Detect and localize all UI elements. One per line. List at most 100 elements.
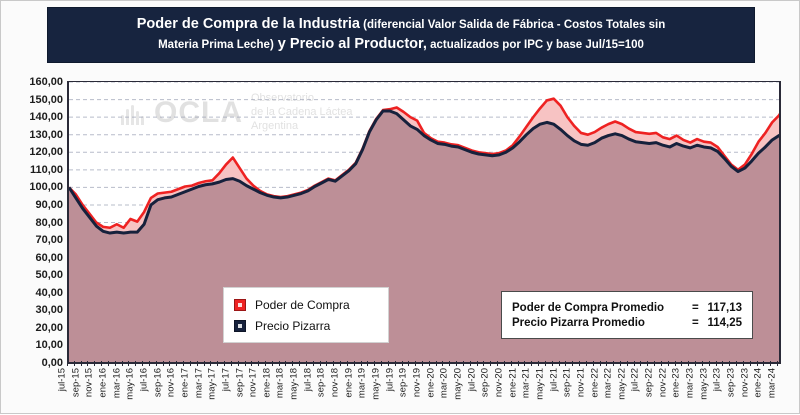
- x-axis-tick-mark: [756, 361, 758, 366]
- x-axis-tick-mark: [353, 361, 355, 366]
- x-axis-tick-mark: [770, 361, 772, 366]
- x-axis-tick-label: ene-24: [752, 368, 764, 398]
- x-axis-tick-mark: [674, 361, 676, 366]
- x-axis-tick-mark: [299, 361, 301, 366]
- x-axis-tick-mark: [729, 361, 731, 366]
- x-axis-tick-mark: [189, 361, 191, 366]
- x-axis-tick-mark: [640, 361, 642, 366]
- x-axis-tick-mark: [544, 361, 546, 366]
- x-axis-tick-label: mar-24: [766, 368, 778, 399]
- x-axis-tick-mark: [510, 361, 512, 366]
- x-axis-tick-label: ene-16: [97, 368, 109, 398]
- y-axis-tick-label: 20,00: [35, 321, 63, 334]
- page-title: Poder de Compra de la Industria (diferen…: [137, 15, 665, 54]
- x-axis-tick-label: mar-21: [520, 368, 532, 399]
- x-axis-tick-label: nov-18: [329, 368, 341, 398]
- x-axis-tick-label: may-20: [452, 368, 464, 400]
- average-label: Poder de Compra Promedio: [512, 301, 665, 314]
- x-axis-tick-label: sep-18: [315, 368, 327, 398]
- x-axis-tick-label: nov-16: [165, 368, 177, 398]
- x-axis-tick-mark: [708, 361, 710, 366]
- x-axis-tick-mark: [722, 361, 724, 366]
- x-axis-tick-mark: [742, 361, 744, 366]
- average-equals: =: [692, 316, 699, 329]
- x-axis-tick-mark: [183, 361, 185, 366]
- average-value: 114,25: [707, 316, 742, 329]
- x-axis-tick-mark: [456, 361, 458, 366]
- y-axis: 0,00 10,00 20,00 30,00 40,00 50,00 60,00 70,00 8…: [1, 76, 63, 369]
- x-axis-tick-mark: [271, 361, 273, 366]
- x-axis-tick-mark: [264, 361, 266, 366]
- x-axis-tick-label: mar-19: [356, 368, 368, 399]
- x-axis-tick-mark: [210, 361, 212, 366]
- y-axis-tick-label: 90,00: [35, 198, 63, 211]
- x-axis-tick-mark: [326, 361, 328, 366]
- x-axis-tick-label: nov-15: [83, 368, 95, 398]
- y-axis-tick-label: 100,00: [29, 181, 63, 194]
- x-axis-tick-mark: [128, 361, 130, 366]
- average-row: Precio Pizarra Promedio = 114,25: [512, 317, 742, 329]
- x-axis: jul-15 sep-15 nov-15 ene-16 mar-16 may-16 jul-…: [57, 361, 781, 415]
- x-axis-tick-mark: [777, 361, 778, 366]
- legend-item[interactable]: Poder de Compra: [234, 298, 378, 312]
- x-axis-tick-mark: [422, 361, 423, 366]
- x-axis-tick-mark: [251, 361, 253, 366]
- title-line1-bold: Poder de Compra de la Industria: [136, 16, 360, 33]
- x-axis-tick-label: jul-19: [384, 368, 396, 392]
- x-axis-tick-mark: [428, 361, 430, 366]
- x-axis-tick-mark: [394, 361, 396, 366]
- legend-swatch-icon: [234, 298, 246, 311]
- x-axis-tick-label: may-16: [124, 368, 136, 400]
- x-axis-tick-mark: [688, 361, 690, 366]
- x-axis-tick-mark: [285, 361, 287, 366]
- x-axis-tick-mark: [415, 361, 417, 366]
- x-axis-tick-label: jul-18: [302, 368, 314, 392]
- y-axis-tick-label: 150,00: [29, 93, 63, 106]
- x-axis-tick-mark: [73, 361, 75, 366]
- x-axis-tick-mark: [333, 361, 335, 366]
- x-axis-tick-mark: [538, 361, 540, 366]
- x-axis-tick-mark: [599, 361, 601, 366]
- x-axis-tick-mark: [381, 361, 383, 366]
- x-axis-tick-label: sep-21: [561, 368, 573, 398]
- x-axis-tick-mark: [531, 361, 533, 366]
- title-line1-rest: (diferencial Valor Salida de Fábrica - C…: [359, 19, 666, 32]
- y-axis-tick-label: 110,00: [29, 163, 63, 176]
- x-axis-tick-label: jul-21: [548, 368, 560, 392]
- y-axis-tick-label: 50,00: [35, 269, 63, 282]
- x-axis-tick-mark: [67, 361, 68, 366]
- x-axis-tick-mark: [551, 361, 553, 366]
- x-axis-tick-mark: [237, 361, 239, 366]
- y-axis-tick-label: 160,00: [29, 76, 63, 88]
- x-axis-tick-mark: [579, 361, 581, 366]
- x-axis-tick-mark: [503, 361, 505, 366]
- legend-item[interactable]: Precio Pizarra: [234, 319, 378, 333]
- x-axis-tick-mark: [278, 361, 280, 366]
- x-axis-tick-mark: [667, 361, 669, 366]
- x-axis-tick-label: may-23: [698, 368, 710, 400]
- x-axis-tick-mark: [169, 361, 171, 366]
- x-axis-tick-label: jul-22: [629, 368, 641, 392]
- x-axis-tick-mark: [681, 361, 683, 366]
- average-label: Precio Pizarra Promedio: [512, 316, 645, 329]
- x-axis-tick-mark: [230, 361, 232, 366]
- x-axis-tick-mark: [203, 361, 205, 366]
- average-row: Poder de Compra Promedio = 117,13: [512, 302, 742, 314]
- x-axis-tick-mark: [135, 361, 137, 366]
- x-axis-tick-mark: [585, 361, 587, 366]
- x-axis-tick-mark: [483, 361, 485, 366]
- y-axis-tick-label: 10,00: [35, 339, 63, 352]
- x-axis-tick-mark: [626, 361, 628, 366]
- x-axis-tick-mark: [490, 361, 492, 366]
- x-axis-tick-label: may-18: [288, 368, 300, 400]
- x-axis-tick-mark: [449, 361, 451, 366]
- x-axis-tick-label: ene-23: [670, 368, 682, 398]
- y-axis-tick-label: 80,00: [35, 216, 63, 229]
- x-axis-tick-mark: [565, 361, 567, 366]
- x-axis-tick-mark: [572, 361, 574, 366]
- x-axis-tick-label: sep-23: [725, 368, 737, 398]
- x-axis-tick-label: sep-19: [397, 368, 409, 398]
- y-axis-tick-label: 70,00: [35, 234, 63, 247]
- x-axis-tick-mark: [367, 361, 369, 366]
- x-axis-tick-mark: [340, 361, 342, 366]
